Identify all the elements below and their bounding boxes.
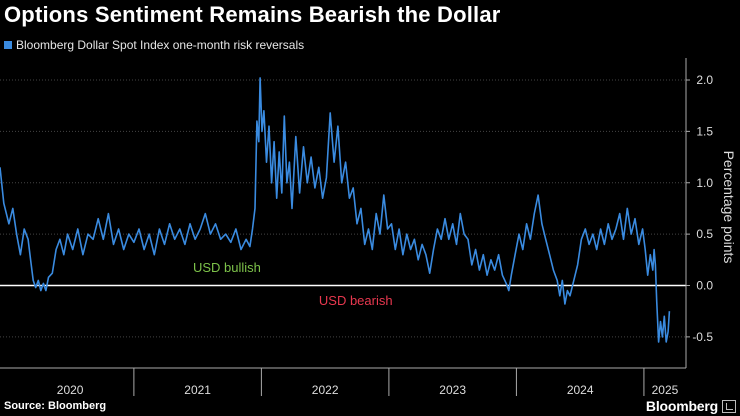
brand-logo: Bloomberg [645, 398, 718, 414]
legend-label: Bloomberg Dollar Spot Index one-month ri… [16, 38, 305, 52]
x-tick-label: 2024 [567, 383, 594, 397]
annotations: USD bullish USD bearish [193, 260, 393, 308]
legend: Bloomberg Dollar Spot Index one-month ri… [4, 38, 304, 52]
brand-icon [722, 400, 736, 413]
y-axis-label: Percentage points [721, 151, 737, 264]
series-group [0, 77, 671, 343]
y-tick-label: 1.0 [696, 176, 713, 190]
grid [0, 79, 686, 338]
series-line [0, 77, 671, 343]
x-tick-label: 2022 [312, 383, 339, 397]
chart-title: Options Sentiment Remains Bearish the Do… [4, 2, 501, 27]
annotation-label: USD bearish [319, 293, 393, 308]
y-tick-label: -0.5 [692, 330, 713, 344]
y-tick-label: 1.5 [696, 124, 713, 138]
x-tick-label: 2021 [184, 383, 211, 397]
y-axis: -0.5 0.0 0.5 1.0 1.5 2.0 [685, 58, 713, 368]
x-tick-label: 2025 [652, 383, 679, 397]
x-tick-label: 2020 [57, 383, 84, 397]
annotation-label: USD bullish [193, 260, 261, 275]
x-tick-label: 2023 [439, 383, 466, 397]
y-tick-label: 0.5 [696, 227, 713, 241]
y-tick-label: 2.0 [696, 73, 713, 87]
legend-swatch [4, 41, 12, 49]
source-note: Source: Bloomberg [4, 400, 107, 412]
y-tick-label: 0.0 [696, 279, 713, 293]
x-axis: 2020 2021 2022 2023 2024 2025 [0, 367, 686, 397]
